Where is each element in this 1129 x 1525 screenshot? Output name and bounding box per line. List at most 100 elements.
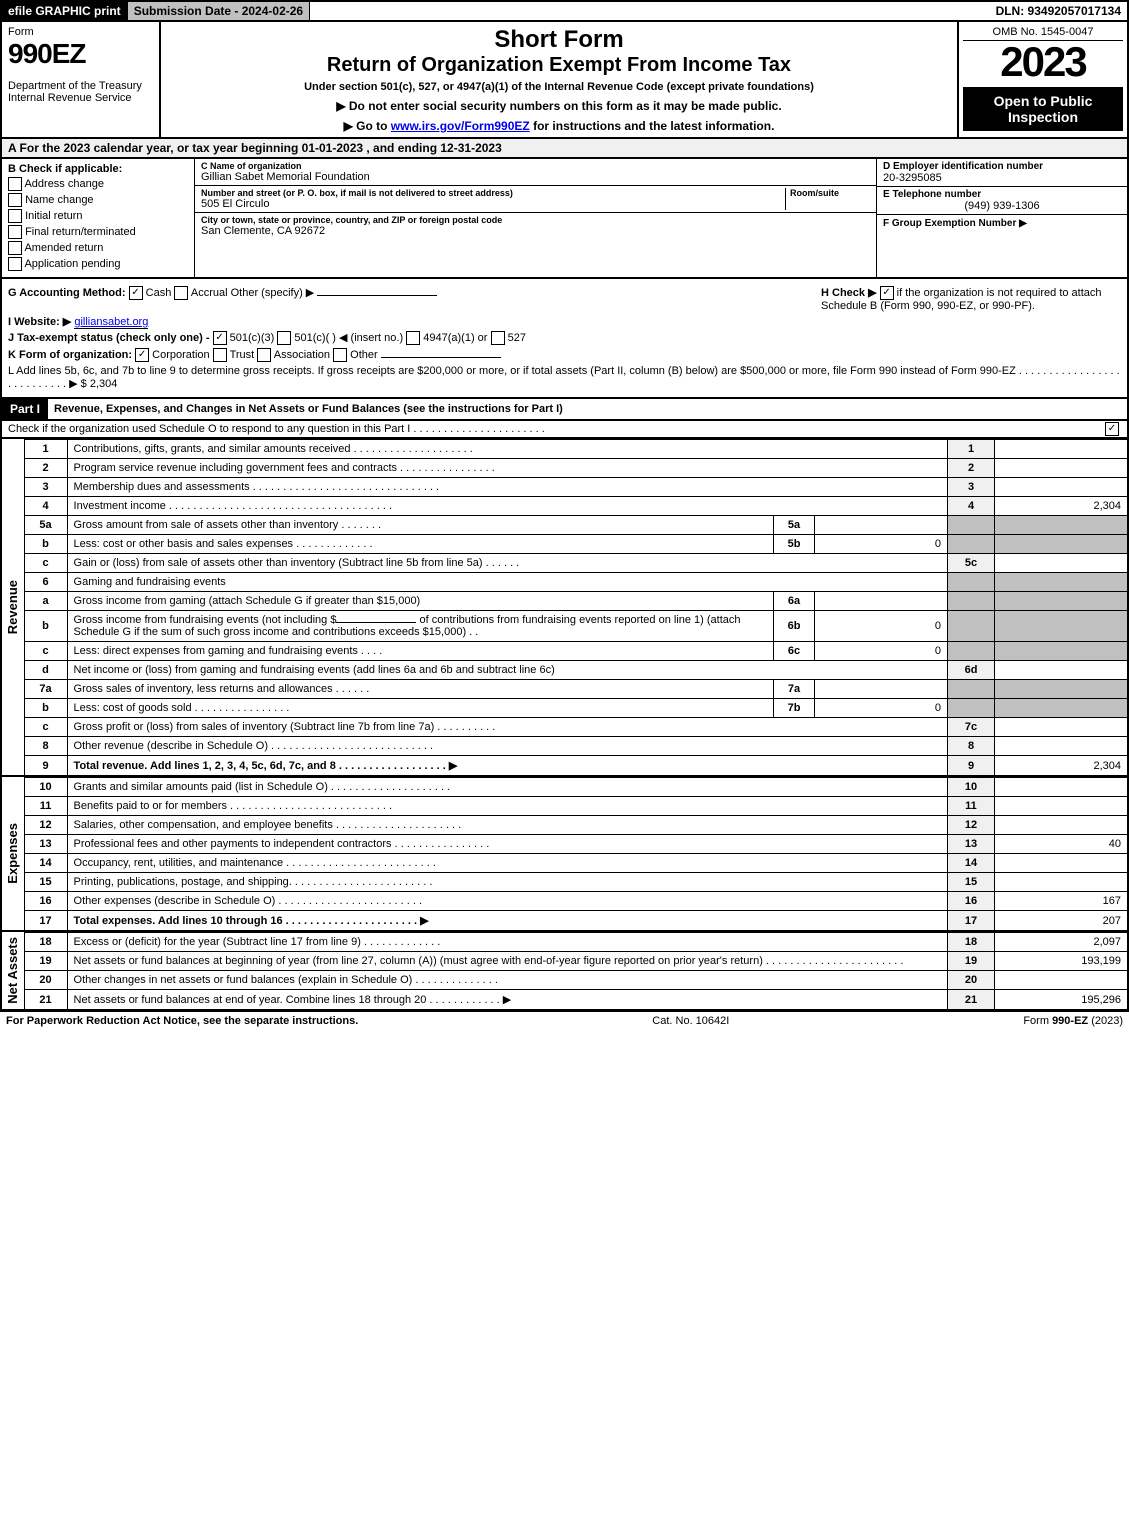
line-a: A For the 2023 calendar year, or tax yea…: [0, 139, 1129, 159]
line-14: 14Occupancy, rent, utilities, and mainte…: [24, 854, 1128, 873]
org-name: Gillian Sabet Memorial Foundation: [201, 171, 870, 183]
form-number: 990EZ: [8, 38, 153, 70]
ein: 20-3295085: [883, 172, 1121, 184]
tax-year: 2023: [963, 41, 1123, 83]
website-link[interactable]: gilliansabet.org: [74, 316, 148, 329]
chk-amended-return[interactable]: [8, 241, 22, 255]
chk-4947[interactable]: [406, 331, 420, 345]
line-k: K Form of organization: ✓ Corporation Tr…: [8, 348, 1121, 362]
line-l: L Add lines 5b, 6c, and 7b to line 9 to …: [8, 365, 1121, 390]
c-room-label: Room/suite: [790, 188, 870, 198]
chk-address-change[interactable]: [8, 177, 22, 191]
j-opt3: 4947(a)(1) or: [423, 332, 487, 344]
efile-label: efile GRAPHIC print: [2, 2, 128, 20]
line-19: 19Net assets or fund balances at beginni…: [24, 952, 1128, 971]
section-c: C Name of organization Gillian Sabet Mem…: [195, 159, 877, 277]
line-6a: aGross income from gaming (attach Schedu…: [24, 592, 1128, 611]
line-16: 16Other expenses (describe in Schedule O…: [24, 892, 1128, 911]
line-13: 13Professional fees and other payments t…: [24, 835, 1128, 854]
chk-schedule-b[interactable]: ✓: [880, 286, 894, 300]
chk-schedule-o[interactable]: ✓: [1105, 422, 1119, 436]
line-j: J Tax-exempt status (check only one) - ✓…: [8, 331, 1121, 345]
line-i: I Website: ▶ gilliansabet.org: [8, 315, 1121, 328]
line-5c: cGain or (loss) from sale of assets othe…: [24, 554, 1128, 573]
part-i-header: Part I Revenue, Expenses, and Changes in…: [0, 399, 1129, 421]
line-h: H Check ▶ ✓ if the organization is not r…: [821, 286, 1121, 312]
i-label: I Website: ▶: [8, 316, 71, 328]
chk-501c[interactable]: [277, 331, 291, 345]
line-6d: dNet income or (loss) from gaming and fu…: [24, 661, 1128, 680]
revenue-label: Revenue: [0, 439, 24, 777]
cat-no: Cat. No. 10642I: [652, 1015, 729, 1027]
h-label: H Check ▶: [821, 287, 877, 299]
chk-trust[interactable]: [213, 348, 227, 362]
g-label: G Accounting Method:: [8, 287, 126, 299]
info-block: B Check if applicable: Address change Na…: [0, 159, 1129, 279]
form-ref: Form 990-EZ (2023): [1023, 1015, 1123, 1027]
b-label: B Check if applicable:: [8, 163, 188, 175]
section-def: D Employer identification number 20-3295…: [877, 159, 1127, 277]
subtitle: Under section 501(c), 527, or 4947(a)(1)…: [169, 81, 949, 93]
dept-treasury: Department of the Treasury: [8, 80, 153, 92]
line-7b: bLess: cost of goods sold . . . . . . . …: [24, 699, 1128, 718]
line-12: 12Salaries, other compensation, and empl…: [24, 816, 1128, 835]
c-city-label: City or town, state or province, country…: [201, 215, 870, 225]
line-9: 9Total revenue. Add lines 1, 2, 3, 4, 5c…: [24, 756, 1128, 777]
lines-g-l: G Accounting Method: ✓ Cash Accrual Othe…: [0, 279, 1129, 399]
chk-accrual[interactable]: [174, 286, 188, 300]
org-city: San Clemente, CA 92672: [201, 225, 870, 237]
top-bar: efile GRAPHIC print Submission Date - 20…: [0, 0, 1129, 20]
line-18: 18Excess or (deficit) for the year (Subt…: [24, 933, 1128, 952]
revenue-section: Revenue 1Contributions, gifts, grants, a…: [0, 439, 1129, 777]
d-label: D Employer identification number: [883, 161, 1121, 172]
chk-501c3[interactable]: ✓: [213, 331, 227, 345]
part-i-check-text: Check if the organization used Schedule …: [2, 421, 1105, 437]
expenses-label: Expenses: [0, 777, 24, 932]
line-20: 20Other changes in net assets or fund ba…: [24, 971, 1128, 990]
net-assets-label: Net Assets: [0, 932, 24, 1011]
goto-post: for instructions and the latest informat…: [530, 119, 775, 133]
irs-link[interactable]: www.irs.gov/Form990EZ: [391, 119, 530, 133]
j-label: J Tax-exempt status (check only one) -: [8, 332, 210, 344]
k-label: K Form of organization:: [8, 349, 132, 361]
g-cash: Cash: [146, 287, 172, 299]
header-left: Form 990EZ Department of the Treasury In…: [2, 22, 161, 137]
goto-pre: ▶ Go to: [344, 119, 391, 133]
b-item-2: Initial return: [25, 210, 82, 222]
b-item-1: Name change: [25, 194, 94, 206]
chk-corporation[interactable]: ✓: [135, 348, 149, 362]
line-6: 6Gaming and fundraising events: [24, 573, 1128, 592]
f-label: F Group Exemption Number ▶: [883, 218, 1027, 229]
return-title: Return of Organization Exempt From Incom…: [169, 54, 949, 77]
header-center: Short Form Return of Organization Exempt…: [161, 22, 957, 137]
c-street-label: Number and street (or P. O. box, if mail…: [201, 188, 785, 198]
page-footer: For Paperwork Reduction Act Notice, see …: [0, 1011, 1129, 1030]
submission-date: Submission Date - 2024-02-26: [128, 2, 310, 20]
line-5a: 5aGross amount from sale of assets other…: [24, 516, 1128, 535]
chk-cash[interactable]: ✓: [129, 286, 143, 300]
open-public-badge: Open to Public Inspection: [963, 87, 1123, 131]
b-item-4: Amended return: [24, 242, 103, 254]
line-g: G Accounting Method: ✓ Cash Accrual Othe…: [8, 286, 821, 312]
chk-final-return[interactable]: [8, 225, 22, 239]
dln: DLN: 93492057017134: [990, 2, 1127, 20]
part-i-label: Part I: [2, 399, 48, 419]
chk-527[interactable]: [491, 331, 505, 345]
line-4: 4Investment income . . . . . . . . . . .…: [24, 497, 1128, 516]
chk-initial-return[interactable]: [8, 209, 22, 223]
b-item-5: Application pending: [24, 258, 120, 270]
line-7a: 7aGross sales of inventory, less returns…: [24, 680, 1128, 699]
line-6c: cLess: direct expenses from gaming and f…: [24, 642, 1128, 661]
section-b: B Check if applicable: Address change Na…: [2, 159, 195, 277]
b-item-3: Final return/terminated: [25, 226, 136, 238]
chk-name-change[interactable]: [8, 193, 22, 207]
chk-association[interactable]: [257, 348, 271, 362]
chk-application-pending[interactable]: [8, 257, 22, 271]
line-6b: bGross income from fundraising events (n…: [24, 611, 1128, 642]
e-label: E Telephone number: [883, 189, 1121, 200]
org-street: 505 El Circulo: [201, 198, 785, 210]
line-17: 17Total expenses. Add lines 10 through 1…: [24, 911, 1128, 932]
header-right: OMB No. 1545-0047 2023 Open to Public In…: [957, 22, 1127, 137]
k-opt1: Trust: [230, 349, 255, 361]
chk-other-org[interactable]: [333, 348, 347, 362]
